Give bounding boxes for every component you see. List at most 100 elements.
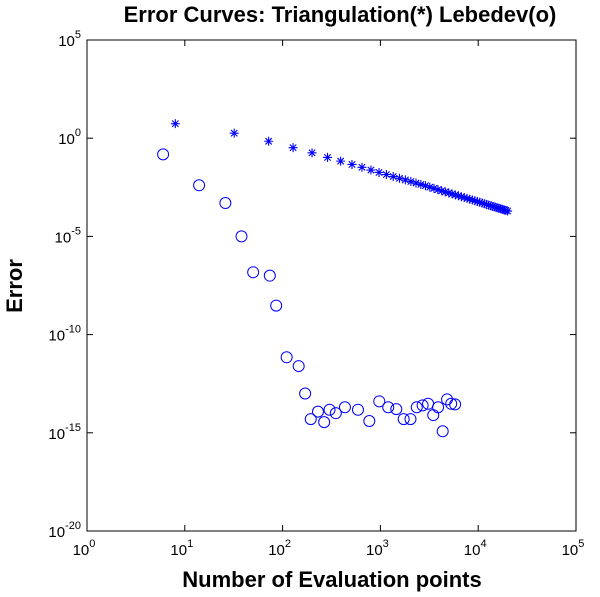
data-point-circle <box>292 360 305 373</box>
x-tick-label: 102 <box>268 538 291 559</box>
data-point-asterisk <box>411 178 421 188</box>
y-tick-label: 10-5 <box>55 225 81 246</box>
data-point-asterisk <box>482 199 492 209</box>
data-point-circle <box>270 299 283 312</box>
data-point-asterisk <box>444 188 454 198</box>
data-point-circle <box>373 395 386 408</box>
data-point-asterisk <box>440 187 450 197</box>
data-point-circle <box>436 425 449 438</box>
data-point-asterisk <box>497 204 507 214</box>
data-point-asterisk <box>429 183 439 193</box>
data-point-circle <box>445 397 458 410</box>
data-point-circle <box>280 351 293 364</box>
data-point-asterisk <box>467 195 477 205</box>
data-point-asterisk <box>357 162 367 172</box>
data-point-asterisk <box>447 189 457 199</box>
chart-title: Error Curves: Triangulation(*) Lebedev(o… <box>124 2 557 27</box>
data-point-asterisk <box>490 202 500 212</box>
x-tick-label: 101 <box>170 538 193 559</box>
x-tick-label: 105 <box>562 538 585 559</box>
data-point-asterisk <box>453 191 463 201</box>
data-point-asterisk <box>323 152 333 162</box>
data-point-asterisk <box>499 205 509 215</box>
data-point-asterisk <box>456 192 466 202</box>
data-point-asterisk <box>425 182 435 192</box>
data-point-asterisk <box>437 186 447 196</box>
data-point-asterisk <box>416 179 426 189</box>
data-point-asterisk <box>307 148 317 158</box>
data-point-asterisk <box>462 193 472 203</box>
data-point-circle <box>390 403 403 416</box>
data-point-asterisk <box>486 201 496 211</box>
series-triangulation <box>170 119 513 216</box>
data-point-circle <box>299 387 312 400</box>
tick-labels: 100 101 102 103 104 105 10-20 10-15 10-10 10-5 100… <box>48 29 584 559</box>
data-point-circle <box>397 413 410 426</box>
data-point-circle <box>318 416 331 429</box>
data-point-circle <box>416 399 429 412</box>
plot-frame <box>86 39 577 532</box>
series-lebedev <box>157 148 462 438</box>
data-point-asterisk <box>388 172 398 182</box>
data-point-asterisk <box>479 199 489 209</box>
data-point-circle <box>410 401 423 414</box>
data-point-asterisk <box>465 194 475 204</box>
data-point-circle <box>449 398 462 411</box>
data-point-asterisk <box>229 128 239 138</box>
data-point-circle <box>432 401 445 414</box>
y-tick-label: 10-20 <box>48 520 81 541</box>
data-point-circle <box>157 148 170 161</box>
data-point-asterisk <box>170 119 180 129</box>
data-point-circle <box>219 197 232 210</box>
data-point-asterisk <box>400 175 410 185</box>
x-tick-label: 104 <box>464 538 487 559</box>
data-point-asterisk <box>374 167 384 177</box>
series-layer <box>157 119 513 438</box>
data-point-asterisk <box>492 203 502 213</box>
y-tick-label: 105 <box>58 29 81 50</box>
data-point-circle <box>323 403 336 416</box>
data-point-circle <box>382 401 395 414</box>
data-point-asterisk <box>420 181 430 191</box>
data-point-circle <box>235 230 248 243</box>
data-point-asterisk <box>347 159 357 169</box>
data-point-asterisk <box>488 201 498 211</box>
data-point-circle <box>363 414 376 427</box>
y-tick-label: 100 <box>58 127 81 148</box>
data-point-asterisk <box>470 196 480 206</box>
ticks <box>86 39 577 532</box>
y-tick-label: 10-15 <box>48 422 81 443</box>
y-axis-label: Error <box>2 259 27 313</box>
data-point-asterisk <box>433 185 443 195</box>
data-point-circle <box>351 403 364 416</box>
data-point-asterisk <box>475 197 485 207</box>
data-point-circle <box>304 413 317 426</box>
data-point-asterisk <box>484 200 494 210</box>
data-point-asterisk <box>459 193 469 203</box>
data-point-circle <box>404 413 417 426</box>
y-tick-label: 10-10 <box>48 324 81 345</box>
data-point-circle <box>329 407 342 420</box>
data-point-asterisk <box>477 198 487 208</box>
data-point-circle <box>311 405 324 418</box>
data-point-asterisk <box>395 173 405 183</box>
data-point-circle <box>338 401 351 414</box>
data-point-asterisk <box>494 203 504 213</box>
x-tick-label: 103 <box>366 538 389 559</box>
data-point-asterisk <box>503 206 513 216</box>
data-point-asterisk <box>264 136 274 146</box>
data-point-asterisk <box>450 190 460 200</box>
data-point-asterisk <box>406 177 416 187</box>
data-point-asterisk <box>366 165 376 175</box>
data-point-circle <box>247 266 260 279</box>
x-tick-label: 100 <box>73 538 96 559</box>
data-point-asterisk <box>496 204 506 214</box>
data-point-asterisk <box>336 156 346 166</box>
data-point-asterisk <box>472 197 482 207</box>
data-point-circle <box>193 179 206 192</box>
data-point-asterisk <box>381 170 391 180</box>
x-axis-label: Number of Evaluation points <box>182 567 481 592</box>
data-point-circle <box>263 269 276 282</box>
